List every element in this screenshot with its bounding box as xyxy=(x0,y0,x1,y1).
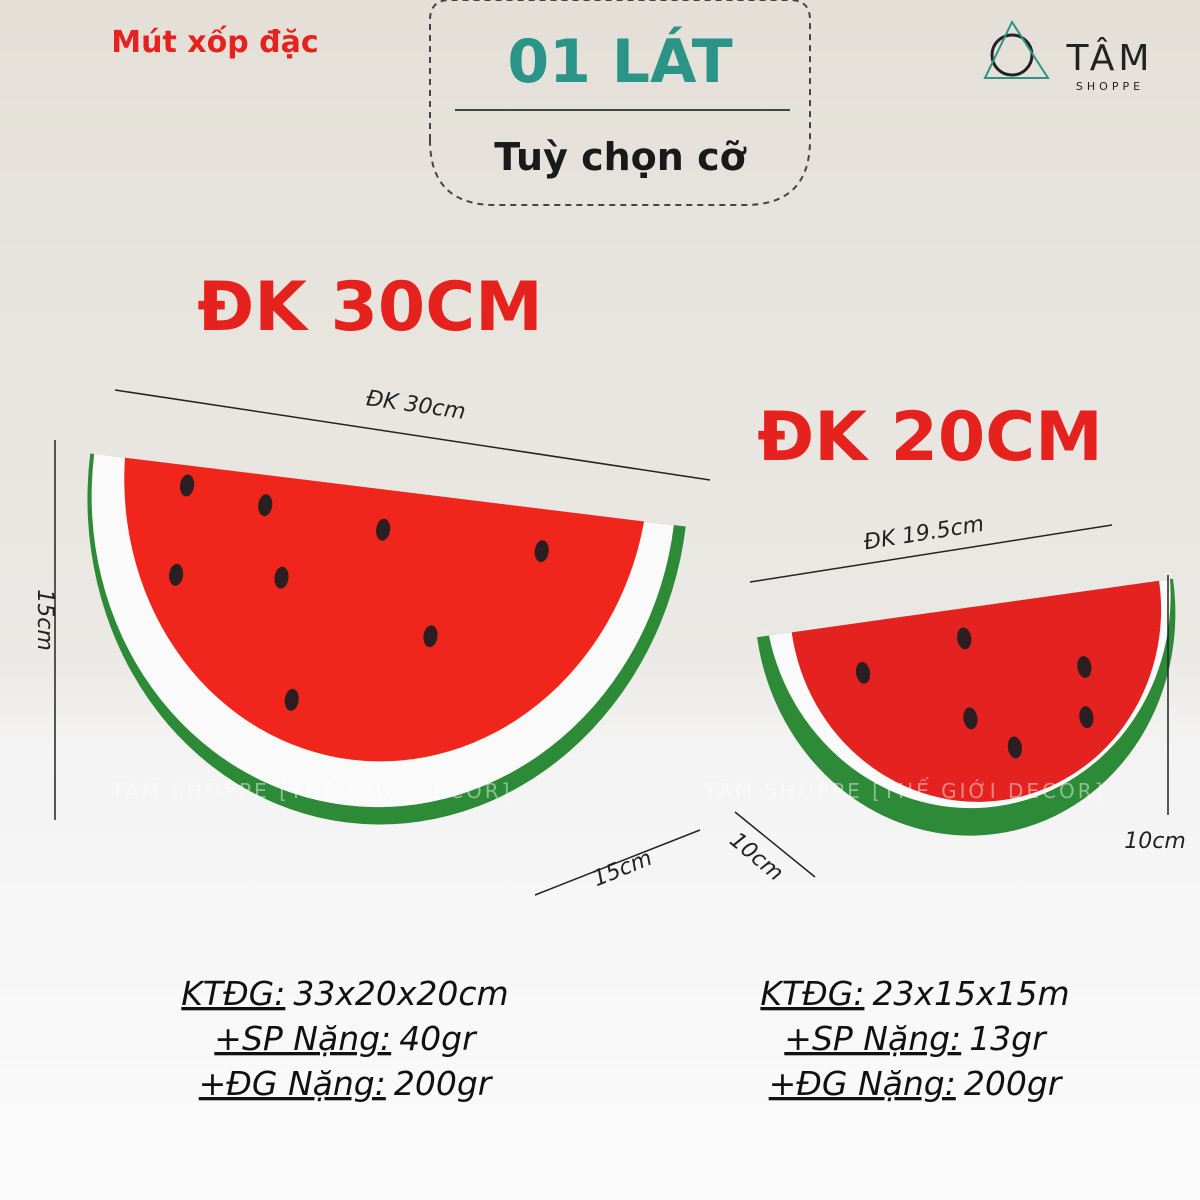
dimension-lines xyxy=(54,389,1169,896)
size-label: ĐK 30CM xyxy=(197,268,543,347)
size-label: ĐK 20CM xyxy=(757,398,1103,477)
watermark: TÂM SHOPPE [THẾ GIỚI DECOR] xyxy=(704,778,1106,803)
height-label: 15cm xyxy=(32,589,57,651)
spec-value: 200gr xyxy=(964,1064,1064,1103)
spec-label: +ĐG Nặng: xyxy=(769,1064,956,1103)
watermelon-large xyxy=(87,453,686,825)
spec-value: 23x15x15m xyxy=(872,974,1069,1013)
watermark: TÂM SHOPPE [THẾ GIỚI DECOR] xyxy=(111,778,513,803)
spec-value: 40gr xyxy=(399,1019,478,1058)
specs: KTĐG: 33x20x20cm+SP Nặng: 40gr+ĐG Nặng: 200… xyxy=(181,974,1069,1103)
spec-line: +ĐG Nặng: 200gr xyxy=(769,1064,1064,1103)
spec-line: KTĐG: 33x20x20cm xyxy=(181,974,508,1013)
spec-line: KTĐG: 23x15x15m xyxy=(760,974,1069,1013)
spec-line: +SP Nặng: 40gr xyxy=(214,1019,478,1058)
subtitle: Tuỳ chọn cỡ xyxy=(494,135,746,179)
spec-label: KTĐG: xyxy=(181,974,285,1013)
header-frame xyxy=(429,0,811,206)
spec-label: KTĐG: xyxy=(760,974,864,1013)
title: 01 LÁT xyxy=(507,26,732,97)
logo-sub: SHOPPE xyxy=(1076,80,1144,93)
height-label: 10cm xyxy=(1124,829,1186,854)
material: Mút xốp đặc xyxy=(111,25,318,60)
spec-value: 13gr xyxy=(969,1019,1048,1058)
spec-value: 200gr xyxy=(394,1064,494,1103)
spec-value: 33x20x20cm xyxy=(293,974,508,1013)
spec-label: +SP Nặng: xyxy=(784,1019,961,1058)
spec-line: +ĐG Nặng: 200gr xyxy=(199,1064,494,1103)
spec-label: +SP Nặng: xyxy=(214,1019,391,1058)
watermelon-small xyxy=(757,578,1176,836)
logo-name: TÂM xyxy=(1066,37,1154,79)
logo: TÂM SHOPPE xyxy=(983,19,1154,93)
spec-line: +SP Nặng: 13gr xyxy=(784,1019,1048,1058)
spec-label: +ĐG Nặng: xyxy=(199,1064,386,1103)
